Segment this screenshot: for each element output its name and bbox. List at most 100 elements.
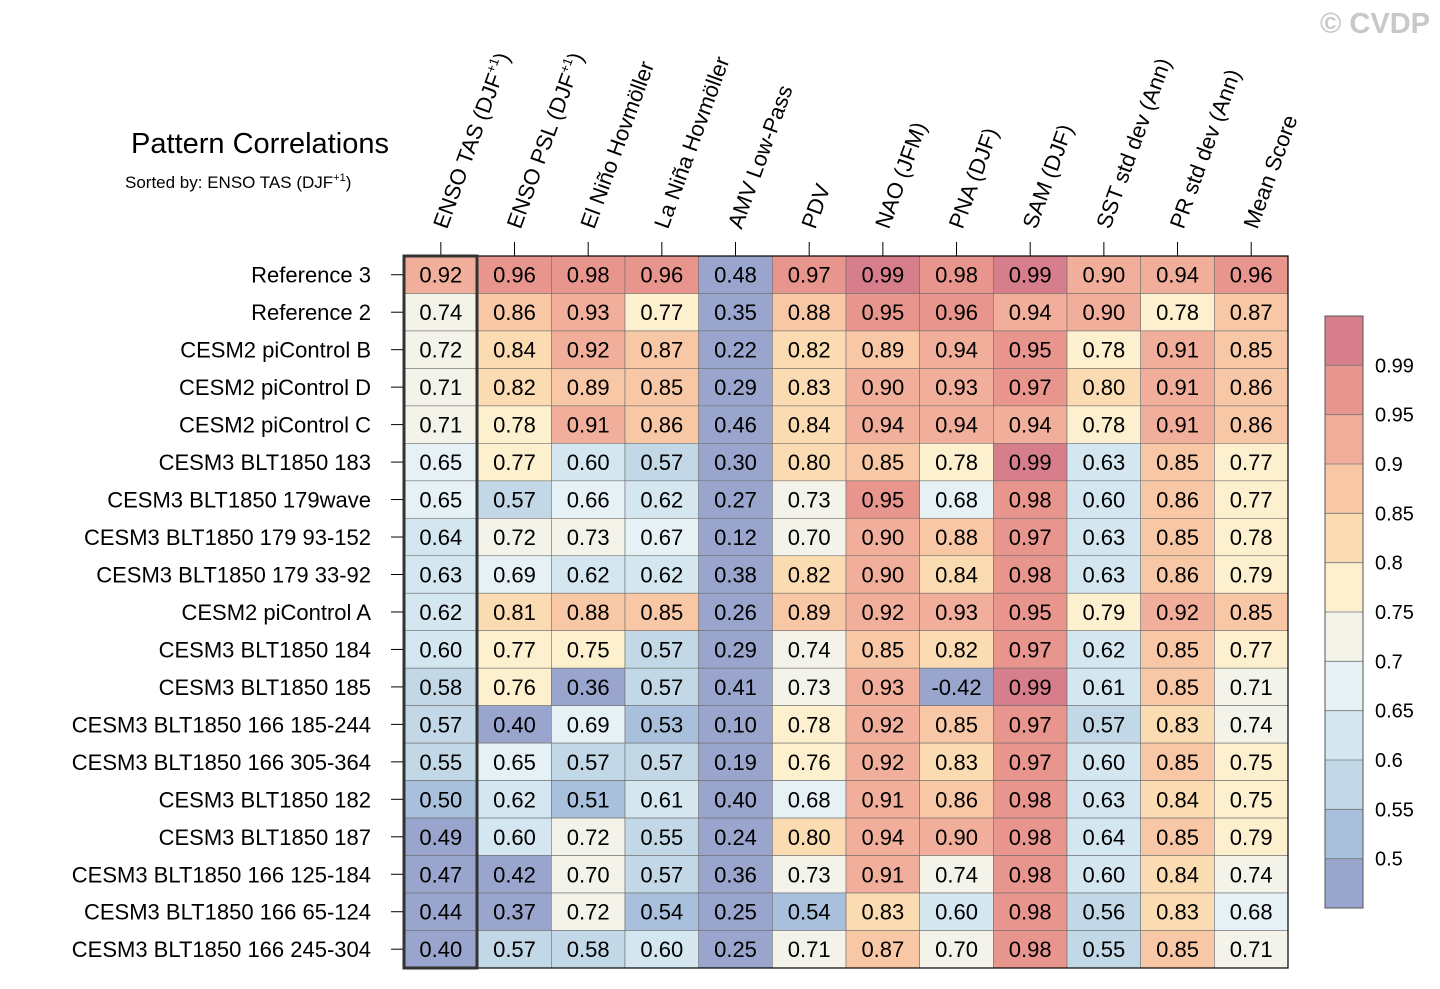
cell-value-label: 0.61 [1082,675,1125,700]
heatmap-cell [403,592,478,631]
cell-value-label: 0.60 [1082,488,1125,513]
cell-value-label: 0.40 [419,937,462,962]
heatmap-cell [624,293,699,332]
cell-value-label: 0.60 [419,637,462,662]
heatmap-cell [772,368,847,407]
cell-value-label: 0.87 [1230,300,1273,325]
cell-value-label: 0.27 [714,488,757,513]
cell-value-label: 0.12 [714,525,757,550]
heatmap-cell [1214,930,1289,969]
row-labels: Reference 3 Reference 2 CESM2 piControl B C… [72,263,372,962]
row-label: CESM3 BLT1850 166 305-364 [72,750,371,775]
cell-value-label: 0.57 [493,488,536,513]
row-label: CESM2 piControl D [179,375,371,400]
cell-value-label: 0.57 [1082,712,1125,737]
cell-value-label: 0.90 [861,525,904,550]
cell-value-label: 0.94 [1009,413,1052,438]
heatmap-cell [845,480,920,519]
cell-value-label: 0.25 [714,900,757,925]
heatmap-cell [772,780,847,819]
column-label: ENSO PSL (DJF+1) [501,49,589,232]
heatmap-cell [477,780,552,819]
cell-value-label: 0.85 [1156,450,1199,475]
row-label: CESM3 BLT1850 166 65-124 [84,900,371,925]
heatmap-cell [551,443,626,482]
heatmap-cell [624,330,699,369]
heatmap-cell [845,817,920,856]
cell-value-label: 0.82 [935,637,978,662]
colorbar-swatch [1325,464,1363,514]
cell-value-label: 0.78 [1082,338,1125,363]
heatmap-cell [477,892,552,931]
subtitle-sup: +1 [333,172,346,184]
cell-value-label: 0.78 [1230,525,1273,550]
heatmap-cell [919,330,994,369]
cell-value-label: 0.29 [714,637,757,662]
cell-value-label: 0.71 [419,413,462,438]
chart-title: Pattern Correlations [131,128,389,160]
colorbar-tick-label: 0.75 [1375,602,1414,624]
sorted-column-highlight [402,254,479,970]
chart-subtitle: Sorted by: ENSO TAS (DJF+1) [125,172,351,192]
cell-value-label: 0.95 [1009,338,1052,363]
cell-value-label: 0.58 [419,675,462,700]
cell-value-label: 0.84 [935,562,978,587]
heatmap-cell [624,930,699,969]
heatmap-cell [1214,742,1289,781]
heatmap-cell [772,443,847,482]
cell-value-label: 0.47 [419,862,462,887]
cell-value-label: 0.25 [714,937,757,962]
cell-value-label: 0.87 [861,937,904,962]
heatmap-cell [993,443,1068,482]
cell-value-label: 0.56 [1082,900,1125,925]
cell-value-label: 0.78 [1156,300,1199,325]
cell-value-label: 0.53 [640,712,683,737]
row-label: CESM3 BLT1850 184 [159,637,371,662]
cell-value-label: 0.57 [640,675,683,700]
colorbar-swatch [1325,710,1363,760]
row-label: CESM2 piControl B [180,338,371,363]
cell-value-label: 0.46 [714,413,757,438]
cell-value-label: 0.88 [935,525,978,550]
cell-value-label: 0.98 [1009,900,1052,925]
cell-value-label: 0.35 [714,300,757,325]
cell-value-label: 0.54 [640,900,683,925]
cell-value-label: 0.73 [567,525,610,550]
heatmap-cell [403,630,478,669]
heatmap-cell [772,705,847,744]
cell-value-label: 0.96 [935,300,978,325]
heatmap-cell [919,255,994,294]
cell-value-label: 0.91 [567,413,610,438]
row-label: CESM2 piControl C [179,413,371,438]
column-labels: ENSO TAS (DJF+1)ENSO PSL (DJF+1)El Niño … [428,49,1302,232]
cell-value-label: 0.79 [1082,600,1125,625]
cell-value-label: 0.77 [1230,450,1273,475]
column-label: NAO (JFM) [870,119,932,232]
cell-value-label: 0.19 [714,750,757,775]
subtitle-suffix: ) [346,173,352,192]
cell-value-label: 0.73 [788,488,831,513]
cell-value-label: 0.63 [1082,787,1125,812]
cell-value-label: 0.29 [714,375,757,400]
column-label: PNA (DJF) [944,124,1003,231]
heatmap-cell [993,293,1068,332]
cell-value-label: 0.42 [493,862,536,887]
cell-value-label: 0.86 [1230,375,1273,400]
cell-value-label: 0.62 [640,562,683,587]
heatmap-cell [1066,480,1142,519]
colorbar-tick-label: 0.99 [1375,355,1414,377]
column-ticks [440,242,1252,256]
heatmap-cell [1214,817,1289,856]
colorbar-swatch [1325,365,1363,415]
heatmap-cell [919,293,994,332]
heatmap-cell [919,368,994,407]
heatmap-cell [477,293,552,332]
cell-value-label: 0.65 [419,488,462,513]
cell-value-label: 0.86 [640,413,683,438]
colorbar-swatch [1325,562,1363,612]
column-label: La Niña Hovmöller [649,53,734,232]
cell-value-label: 0.75 [1230,750,1273,775]
cell-value-label: 0.85 [1156,825,1199,850]
cell-value-label: 0.60 [1082,750,1125,775]
heatmap-cell [403,517,478,557]
